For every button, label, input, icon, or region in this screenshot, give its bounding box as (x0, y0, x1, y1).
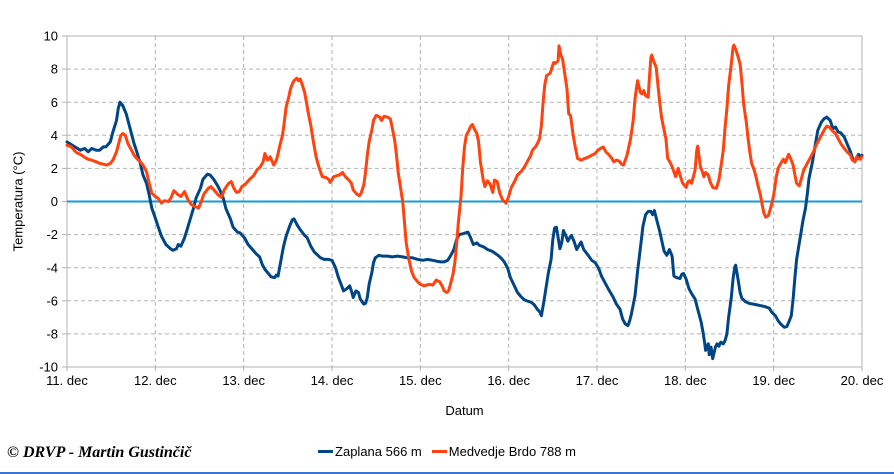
series-line-0 (65, 100, 864, 361)
x-tick-label: 11. dec (46, 373, 88, 388)
x-tick-label: 17. dec (576, 373, 619, 388)
y-tick-label: -8 (46, 326, 58, 341)
legend-label-zaplana: Zaplana 566 m (335, 444, 422, 459)
legend-item-medvedje-brdo: Medvedje Brdo 788 m (431, 444, 576, 459)
x-tick-label: 18. dec (664, 373, 707, 388)
y-tick-label: -4 (46, 260, 58, 275)
x-tick-label: 20. dec (841, 373, 884, 388)
y-tick-label: 2 (51, 161, 58, 176)
y-tick-label: 6 (51, 95, 58, 110)
legend-item-zaplana: Zaplana 566 m (318, 444, 422, 459)
y-tick-label: -10 (39, 360, 58, 375)
x-tick-label: 16. dec (487, 373, 530, 388)
y-tick-label: 8 (51, 62, 58, 77)
y-tick-label: 4 (51, 128, 58, 143)
copyright-text: © DRVP - Martin Gustinčič (7, 444, 192, 461)
x-tick-label: 19. dec (752, 373, 795, 388)
legend-marker-medvedje-brdo (431, 450, 447, 453)
x-axis-title: Datum (445, 403, 484, 418)
x-tick-label: 14. dec (311, 373, 354, 388)
series-line-1 (65, 43, 864, 294)
y-tick-label: 10 (44, 29, 58, 44)
x-tick-label: 15. dec (399, 373, 442, 388)
y-tick-label: -2 (46, 227, 58, 242)
chart-legend: Zaplana 566 m Medvedje Brdo 788 m (0, 444, 894, 459)
x-tick-label: 12. dec (134, 373, 177, 388)
page-bottom-divider (0, 472, 894, 474)
y-tick-label: -6 (46, 293, 58, 308)
legend-marker-zaplana (318, 450, 334, 453)
legend-label-medvedje-brdo: Medvedje Brdo 788 m (448, 444, 576, 459)
x-tick-label: 13. dec (222, 373, 265, 388)
y-tick-label: 0 (51, 194, 58, 209)
y-axis-title: Temperatura (°C) (10, 151, 26, 252)
